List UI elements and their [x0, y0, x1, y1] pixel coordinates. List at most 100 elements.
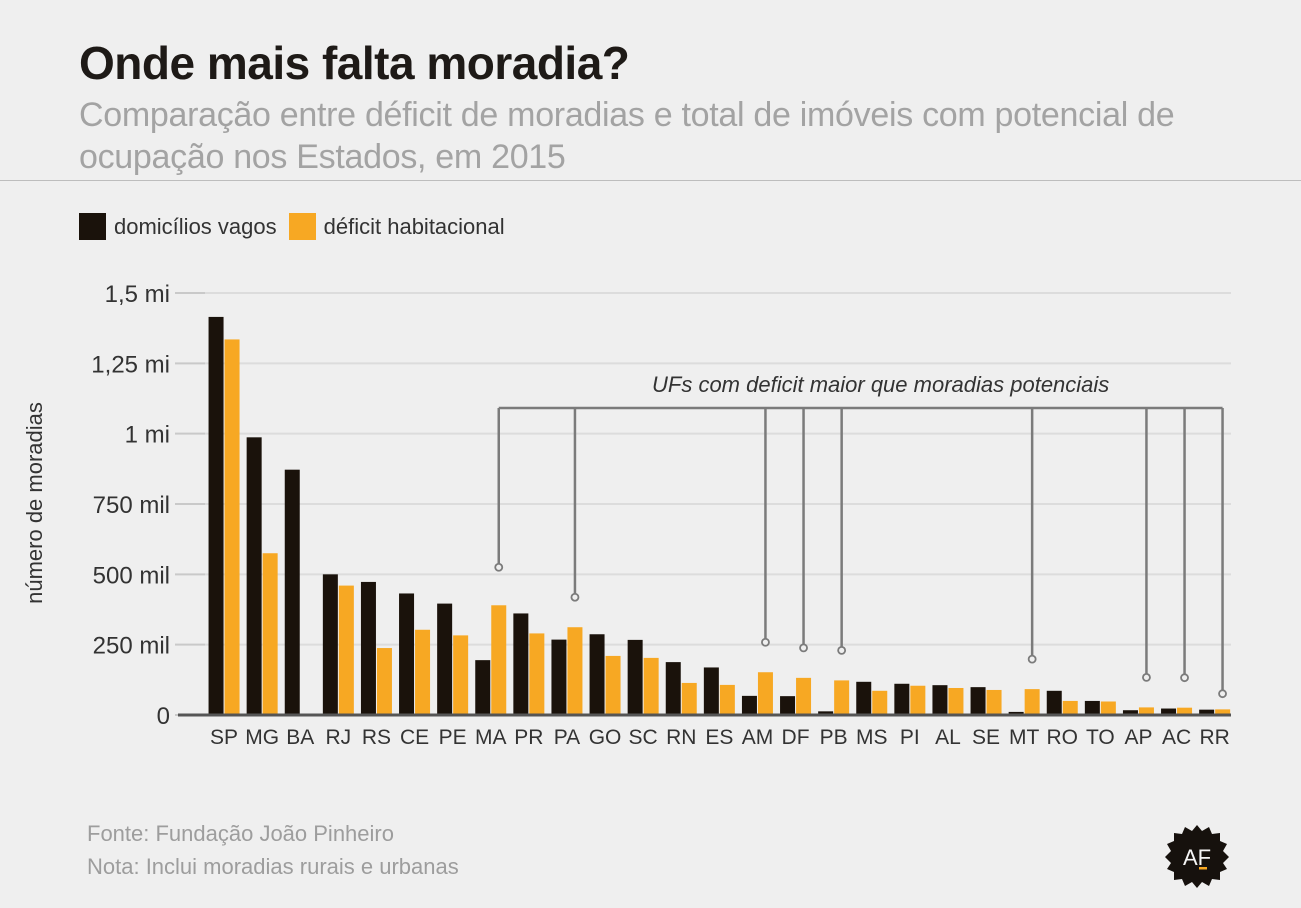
x-tick-label: MG	[245, 726, 279, 749]
annotation-dot	[570, 592, 580, 602]
y-tick-label: 0	[157, 703, 170, 730]
bar-vacant-ac	[1161, 708, 1177, 715]
x-tick-label: RO	[1047, 726, 1079, 749]
bar-vacant-ap	[1122, 710, 1138, 715]
bar-vacant-sp	[208, 316, 224, 715]
legend-label-vacant: domicílios vagos	[114, 213, 277, 239]
y-tick-label: 500 mil	[93, 562, 170, 589]
bar-deficit-pi	[910, 685, 926, 715]
x-tick-label: DF	[782, 726, 810, 749]
footer: Fonte: Fundação João Pinheiro Nota: Incl…	[87, 817, 459, 883]
logo-accent	[1199, 867, 1207, 870]
bar-vacant-pr	[513, 613, 529, 715]
bar-vacant-al	[932, 685, 948, 715]
x-tick-label: PI	[900, 726, 920, 749]
y-tick-label: 1 mi	[125, 422, 170, 449]
bar-deficit-ro	[1062, 700, 1078, 715]
x-tick-label: AL	[935, 726, 961, 749]
bar-vacant-am	[741, 695, 757, 715]
legend-label-deficit: déficit habitacional	[323, 213, 505, 239]
bar-deficit-rs	[376, 648, 392, 715]
x-tick-label: RS	[362, 726, 391, 749]
logo-badge-shape	[1165, 825, 1229, 888]
bar-deficit-mt	[1024, 689, 1040, 715]
x-tick-label: MS	[856, 726, 888, 749]
x-tick-label: BA	[286, 726, 314, 749]
chart-subtitle: Comparação entre déficit de moradias e t…	[79, 96, 1175, 176]
annotation-dot	[761, 637, 770, 647]
x-tick-label: SE	[972, 726, 1000, 749]
bar-vacant-pe	[437, 603, 453, 715]
bar-vacant-pi	[894, 683, 910, 715]
legend-item-vacant: domicílios vagos	[79, 213, 277, 240]
x-tick-label: TO	[1086, 726, 1115, 749]
annotation-dot	[837, 645, 847, 655]
bar-vacant-to	[1084, 700, 1100, 715]
bar-deficit-ma	[491, 605, 507, 715]
bar-deficit-df	[796, 677, 812, 715]
bar-deficit-ac	[1177, 707, 1193, 715]
source-note: Fonte: Fundação João Pinheiro	[87, 821, 394, 846]
bar-deficit-ce	[415, 629, 431, 715]
annotation-dot	[799, 643, 808, 653]
bar-vacant-df	[780, 696, 796, 715]
bar-chart: 0 250 mil 500 mil 750 mil 1 mi 1,25 mi 1,5 mi n…	[22, 281, 1231, 749]
legend-item-deficit: déficit habitacional	[288, 213, 505, 240]
bar-vacant-mg	[246, 437, 262, 715]
bar-vacant-rj	[322, 574, 338, 715]
x-tick-label: PB	[820, 726, 848, 749]
header-divider	[0, 180, 1301, 181]
bar-deficit-al	[948, 687, 964, 715]
bar-deficit-pr	[529, 633, 545, 715]
x-tick-label: ES	[705, 726, 733, 749]
bar-vacant-ms	[856, 681, 872, 715]
x-tick-label: MT	[1009, 726, 1039, 749]
bar-vacant-go	[589, 634, 605, 715]
bar-vacant-mt	[1008, 711, 1024, 715]
x-tick-label: SC	[629, 726, 658, 749]
bar-vacant-pa	[551, 639, 567, 715]
annotation-dot	[1027, 654, 1037, 664]
bar-vacant-rs	[360, 581, 376, 715]
bar-deficit-es	[719, 684, 735, 715]
bar-vacant-rn	[665, 662, 681, 715]
x-tick-label: SP	[210, 726, 238, 749]
bar-deficit-sc	[643, 657, 659, 715]
bar-deficit-pa	[567, 627, 583, 715]
x-tick-label: PA	[554, 726, 580, 749]
x-tick-label: MA	[475, 726, 507, 749]
bar-deficit-to	[1100, 701, 1116, 715]
bar-deficit-rj	[338, 585, 354, 715]
x-tick-label: RR	[1199, 726, 1229, 749]
bar-vacant-ma	[475, 660, 491, 715]
bar-vacant-ba	[284, 469, 300, 715]
annotation-dot	[1218, 689, 1227, 699]
bar-deficit-ap	[1138, 707, 1154, 715]
bar-vacant-rr	[1199, 709, 1215, 715]
bar-deficit-am	[757, 672, 773, 715]
x-tick-label: PR	[514, 726, 543, 749]
x-tick-label: AC	[1162, 726, 1191, 749]
bar-deficit-se	[986, 689, 1002, 715]
x-tick-label: AM	[742, 726, 774, 749]
bar-vacant-pb	[818, 711, 834, 715]
bar-vacant-se	[970, 687, 986, 715]
x-tick-label: CE	[400, 726, 429, 749]
chart-title: Onde mais falta moradia?	[79, 37, 630, 89]
x-tick-label: RN	[666, 726, 696, 749]
bar-vacant-es	[703, 667, 719, 715]
bar-deficit-ms	[872, 690, 888, 715]
annotation-dot	[494, 562, 504, 572]
x-tick-label: RJ	[326, 726, 352, 749]
y-axis-label: número de moradias	[22, 402, 47, 604]
bar-vacant-sc	[627, 639, 643, 715]
bar-deficit-sp	[224, 339, 240, 715]
bar-vacant-ro	[1046, 690, 1062, 715]
bar-deficit-pb	[834, 680, 850, 715]
bar-deficit-pe	[453, 635, 469, 715]
x-tick-label: PE	[439, 726, 467, 749]
footnote: Nota: Inclui moradias rurais e urbanas	[87, 854, 459, 879]
legend-swatch-vacant	[79, 213, 106, 240]
y-tick-label: 750 mil	[93, 492, 170, 519]
bar-deficit-go	[605, 655, 621, 715]
